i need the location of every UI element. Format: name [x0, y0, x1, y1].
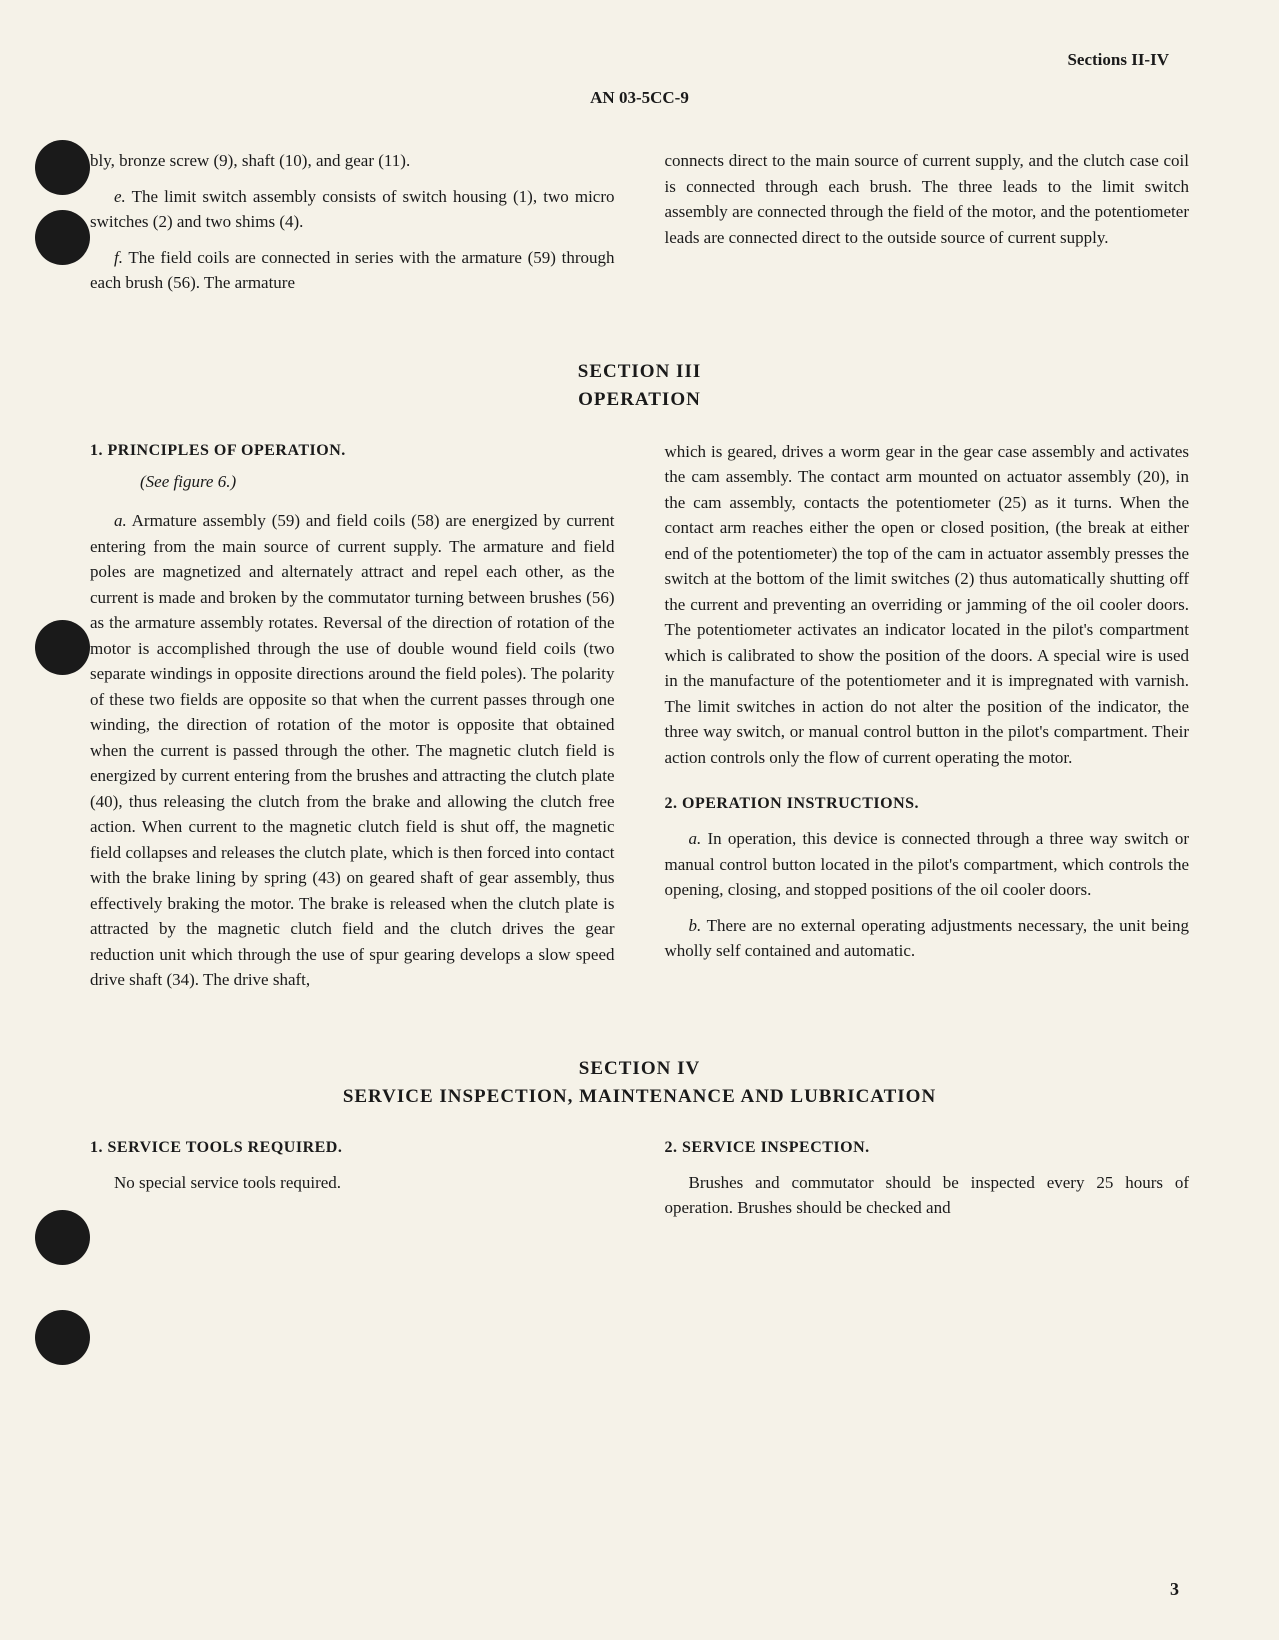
item-letter: b. [689, 916, 702, 935]
section-3-content: 1. PRINCIPLES OF OPERATION. (See figure … [90, 439, 1189, 1003]
document-number: AN 03-5CC-9 [90, 88, 1189, 108]
numbered-heading: 1. PRINCIPLES OF OPERATION. [90, 439, 615, 463]
top-section-continuation: bly, bronze screw (9), shaft (10), and g… [90, 148, 1189, 306]
paragraph-content: Armature assembly (59) and field coils (… [90, 511, 615, 989]
punch-hole [35, 1310, 90, 1365]
paragraph-content: The field coils are connected in series … [90, 248, 615, 293]
punch-hole [35, 1210, 90, 1265]
numbered-heading: 2. OPERATION INSTRUCTIONS. [665, 792, 1190, 816]
paragraph-text: bly, bronze screw (9), shaft (10), and g… [90, 148, 615, 174]
paragraph-text: Brushes and commutator should be inspect… [665, 1170, 1190, 1221]
section-header: SECTION IV [90, 1058, 1189, 1080]
item-letter: a. [689, 829, 702, 848]
right-column: which is geared, drives a worm gear in t… [665, 439, 1190, 1003]
paragraph-text: No special service tools required. [90, 1170, 615, 1196]
paragraph-content: The limit switch assembly consists of sw… [90, 187, 615, 232]
punch-hole [35, 620, 90, 675]
section-header: SECTION III [90, 361, 1189, 383]
item-letter: e. [114, 187, 126, 206]
paragraph-text: b. There are no external operating adjus… [665, 913, 1190, 964]
section-4-content: 1. SERVICE TOOLS REQUIRED. No special se… [90, 1136, 1189, 1231]
numbered-heading: 2. SERVICE INSPECTION. [665, 1136, 1190, 1160]
left-column: 1. SERVICE TOOLS REQUIRED. No special se… [90, 1136, 615, 1231]
paragraph-text: which is geared, drives a worm gear in t… [665, 439, 1190, 771]
paragraph-text: e. The limit switch assembly consists of… [90, 184, 615, 235]
punch-hole [35, 140, 90, 195]
right-column: connects direct to the main source of cu… [665, 148, 1190, 306]
numbered-heading: 1. SERVICE TOOLS REQUIRED. [90, 1136, 615, 1160]
section-label: Sections II-IV [90, 50, 1189, 70]
paragraph-text: f. The field coils are connected in seri… [90, 245, 615, 296]
paragraph-content: In operation, this device is connected t… [665, 829, 1190, 899]
paragraph-text: a. In operation, this device is connecte… [665, 826, 1190, 903]
paragraph-text: a. Armature assembly (59) and field coil… [90, 508, 615, 993]
section-title: SERVICE INSPECTION, MAINTENANCE AND LUBR… [90, 1086, 1189, 1108]
figure-reference: (See figure 6.) [140, 469, 615, 495]
paragraph-text: connects direct to the main source of cu… [665, 148, 1190, 250]
page-number: 3 [1170, 1579, 1179, 1600]
section-title: OPERATION [90, 389, 1189, 411]
paragraph-content: There are no external operating adjustme… [665, 916, 1190, 961]
punch-hole [35, 210, 90, 265]
left-column: bly, bronze screw (9), shaft (10), and g… [90, 148, 615, 306]
left-column: 1. PRINCIPLES OF OPERATION. (See figure … [90, 439, 615, 1003]
item-letter: a. [114, 511, 127, 530]
item-letter: f. [114, 248, 123, 267]
right-column: 2. SERVICE INSPECTION. Brushes and commu… [665, 1136, 1190, 1231]
